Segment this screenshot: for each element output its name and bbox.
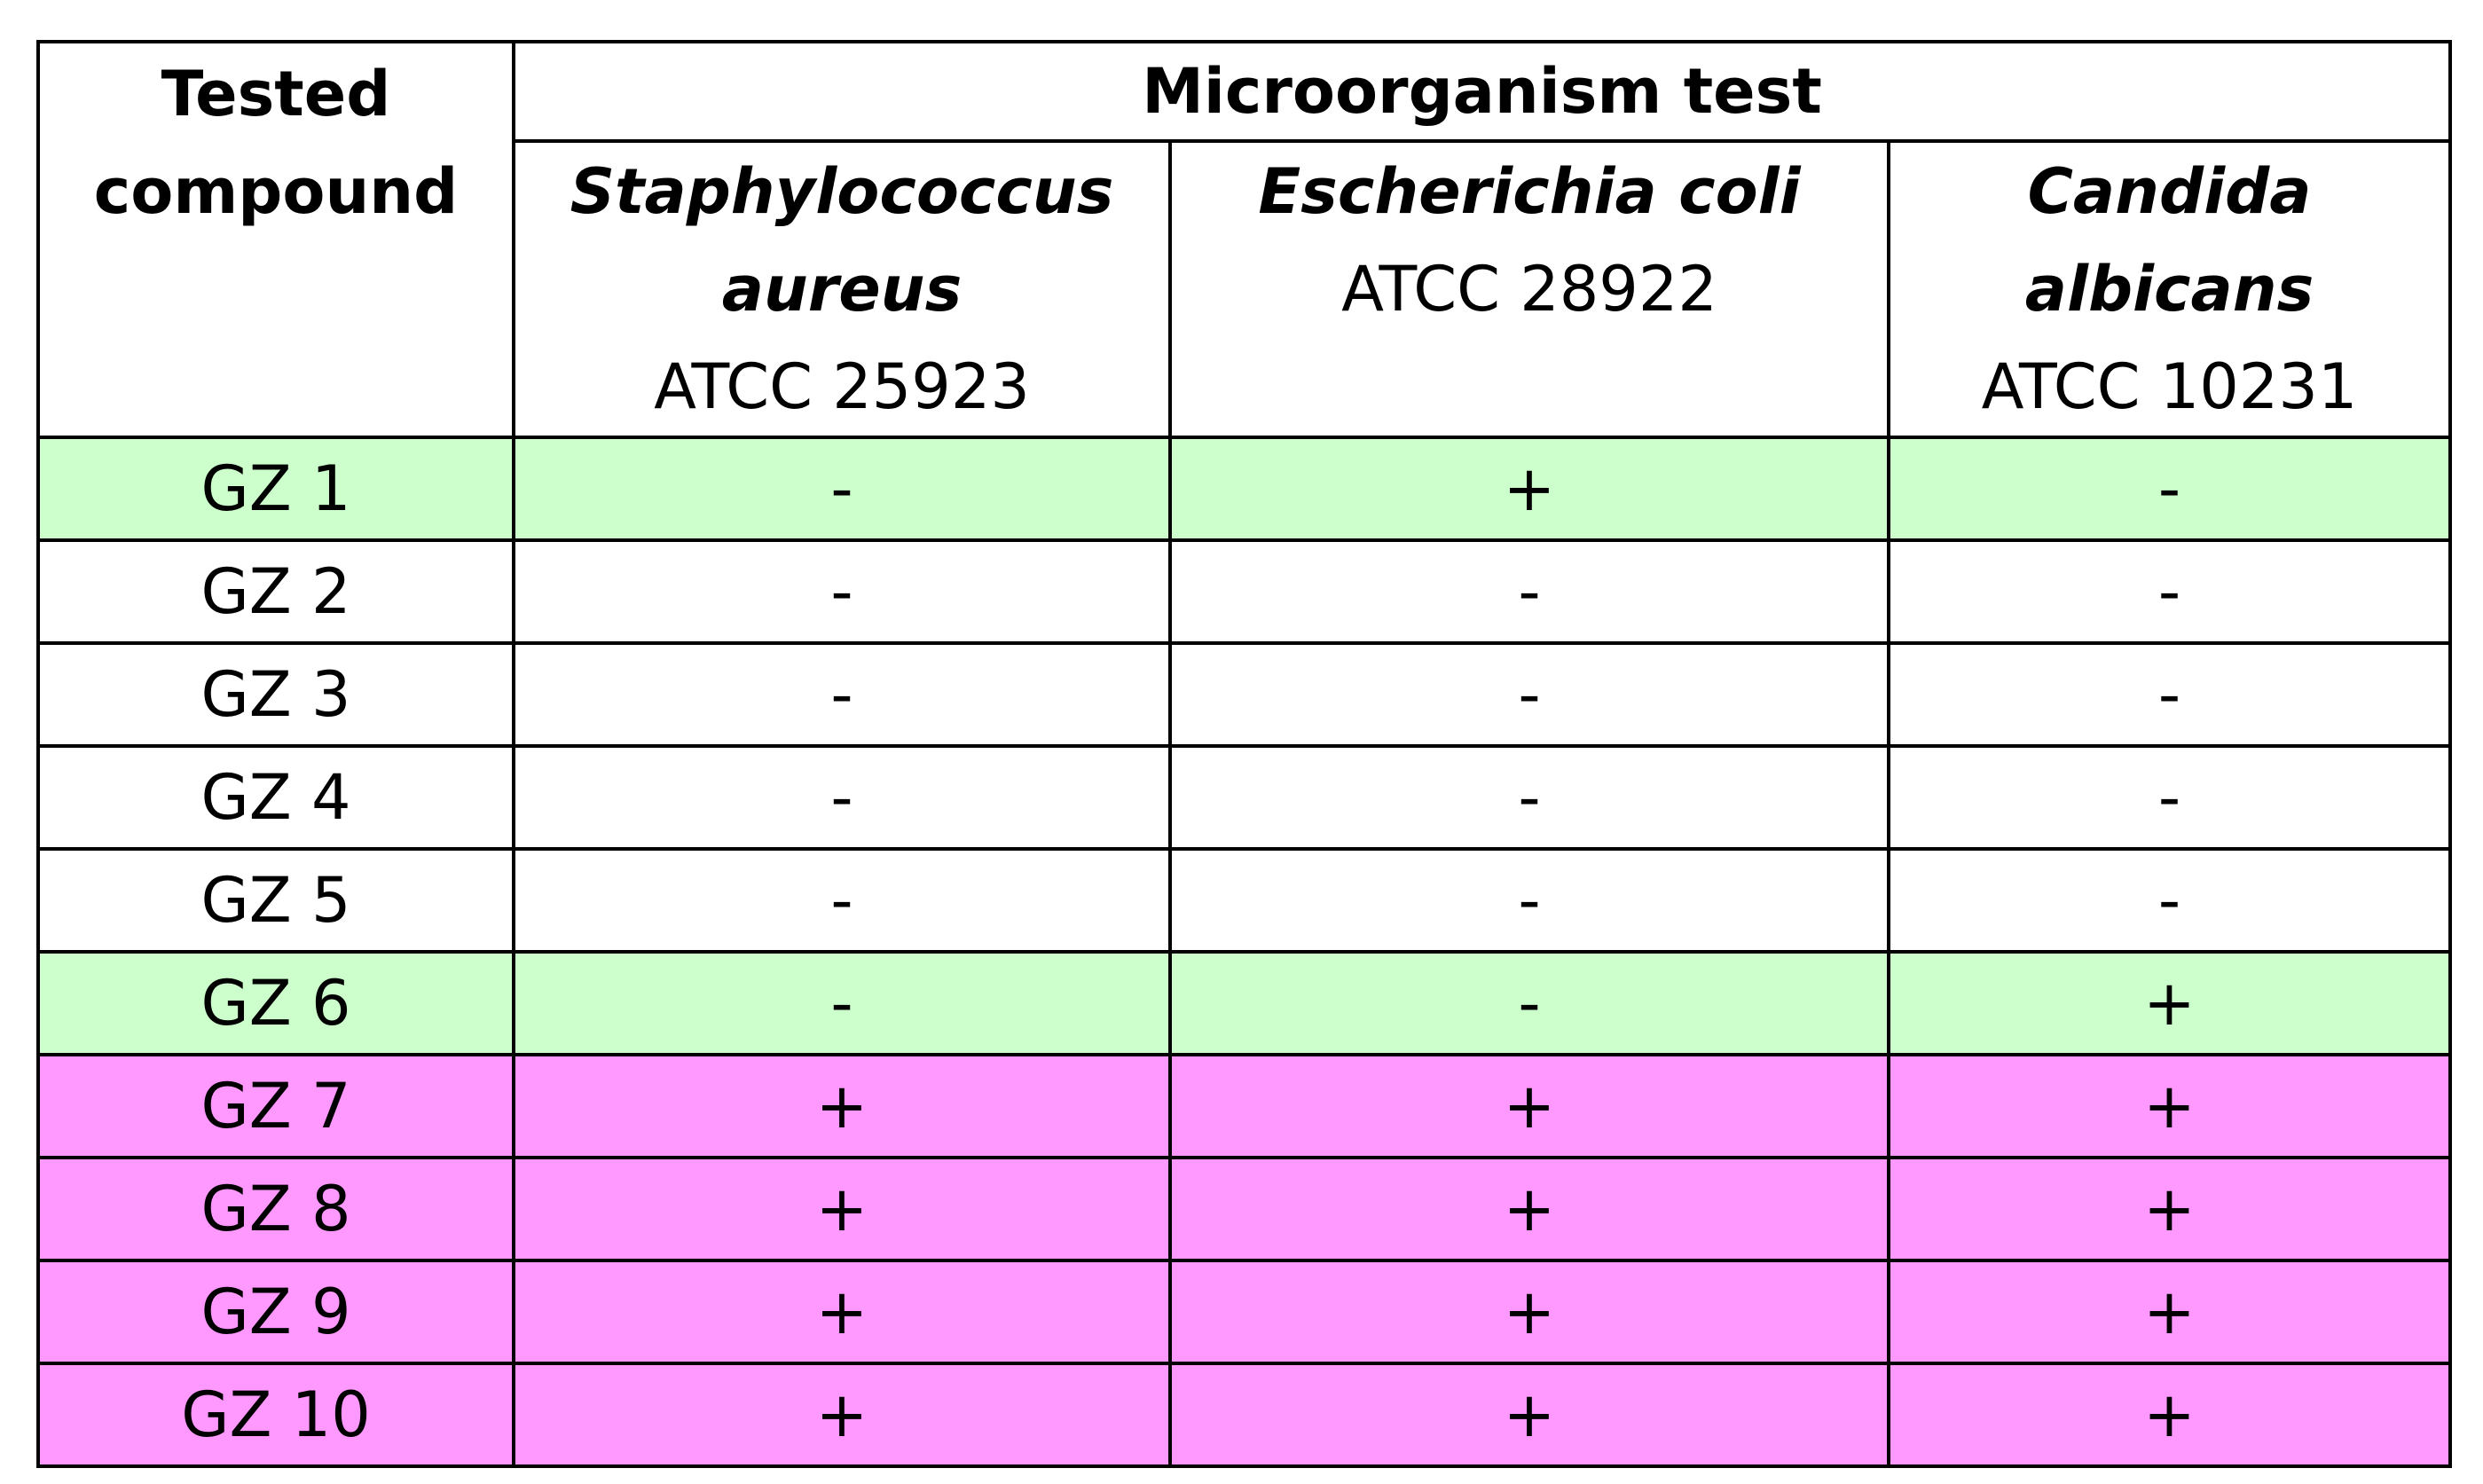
result-cell: - xyxy=(512,847,1172,954)
compound-cell: GZ 6 xyxy=(36,950,515,1056)
organism-strain: ATCC 25923 xyxy=(654,350,1030,423)
result-cell: + xyxy=(1168,1362,1890,1468)
result-cell: + xyxy=(1168,1259,1890,1365)
result-cell: - xyxy=(512,538,1172,645)
result-cell: - xyxy=(1886,847,2453,954)
compound-cell: GZ 10 xyxy=(36,1362,515,1468)
header-tested-compound: Tested compound xyxy=(36,40,515,439)
result-cell: - xyxy=(1168,950,1890,1056)
result-cell: - xyxy=(1886,538,2453,645)
result-cell: + xyxy=(1168,1053,1890,1159)
result-cell: - xyxy=(1168,744,1890,851)
compound-cell: GZ 3 xyxy=(36,641,515,748)
result-cell: - xyxy=(1886,641,2453,748)
result-cell: - xyxy=(512,641,1172,748)
header-organism-escherichia: Escherichia coli ATCC 28922 xyxy=(1168,139,1890,439)
result-cell: + xyxy=(512,1053,1172,1159)
table-row: GZ 5 - - - xyxy=(36,847,2453,954)
result-cell: + xyxy=(1168,1156,1890,1262)
result-cell: + xyxy=(1886,1156,2453,1262)
result-cell: - xyxy=(1168,641,1890,748)
result-cell: + xyxy=(1886,1053,2453,1159)
result-cell: + xyxy=(512,1362,1172,1468)
result-cell: + xyxy=(1886,1362,2453,1468)
result-cell: - xyxy=(1168,847,1890,954)
header-microorganism-test: Microorganism test xyxy=(511,40,2453,143)
table-header: Tested compound Microorganism test Staph… xyxy=(36,40,2453,439)
result-cell: + xyxy=(512,1259,1172,1365)
result-cell: - xyxy=(1168,538,1890,645)
table-row: GZ 4 - - - xyxy=(36,744,2453,851)
organism-name: Escherichia coli xyxy=(1258,155,1801,228)
table-row: GZ 10 + + + xyxy=(36,1362,2453,1468)
table-row: GZ 1 - + - xyxy=(36,436,2453,542)
compound-cell: GZ 7 xyxy=(36,1053,515,1159)
organism-name: Candida albicans xyxy=(2024,155,2314,326)
compound-cell: GZ 4 xyxy=(36,744,515,851)
table-row: GZ 9 + + + xyxy=(36,1259,2453,1365)
table-body: GZ 1 - + - GZ 2 - - - GZ 3 - - - GZ 4 - … xyxy=(36,436,2453,1468)
result-cell: - xyxy=(1886,436,2453,542)
table-row: GZ 6 - - + xyxy=(36,950,2453,1056)
result-cell: + xyxy=(512,1156,1172,1262)
result-cell: - xyxy=(512,950,1172,1056)
header-organism-staphylococcus: Staphylococcus aureus ATCC 25923 xyxy=(512,139,1172,439)
results-table: Tested compound Microorganism test Staph… xyxy=(36,40,2453,1468)
compound-cell: GZ 9 xyxy=(36,1259,515,1365)
compound-cell: GZ 2 xyxy=(36,538,515,645)
compound-cell: GZ 8 xyxy=(36,1156,515,1262)
organism-strain: ATCC 10231 xyxy=(1981,350,2358,423)
compound-cell: GZ 5 xyxy=(36,847,515,954)
table-row: GZ 2 - - - xyxy=(36,538,2453,645)
result-cell: + xyxy=(1168,436,1890,542)
result-cell: - xyxy=(512,436,1172,542)
header-organism-candida: Candida albicans ATCC 10231 xyxy=(1886,139,2453,439)
result-cell: + xyxy=(1886,950,2453,1056)
result-cell: - xyxy=(1886,744,2453,851)
table-row: GZ 7 + + + xyxy=(36,1053,2453,1159)
result-cell: - xyxy=(512,744,1172,851)
result-cell: + xyxy=(1886,1259,2453,1365)
table-row: GZ 8 + + + xyxy=(36,1156,2453,1262)
organism-strain: ATCC 28922 xyxy=(1341,253,1717,326)
table-row: GZ 3 - - - xyxy=(36,641,2453,748)
compound-cell: GZ 1 xyxy=(36,436,515,542)
organism-name: Staphylococcus aureus xyxy=(570,155,1114,326)
